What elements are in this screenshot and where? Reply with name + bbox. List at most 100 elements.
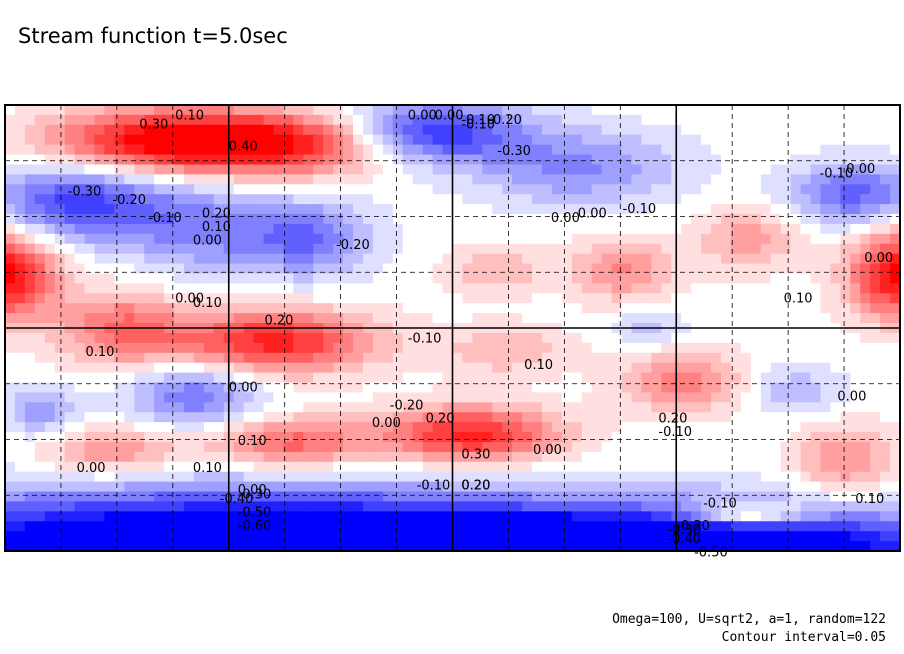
field-cell: [64, 412, 76, 423]
field-cell: [283, 174, 294, 185]
field-cell: [770, 451, 782, 463]
field-cell: [890, 461, 901, 473]
field-cell: [721, 174, 732, 185]
field-cell: [203, 382, 215, 394]
field-cell: [581, 332, 593, 344]
field-cell: [353, 481, 364, 493]
field-cell: [402, 352, 414, 364]
field-cell: [343, 541, 354, 552]
field-cell: [661, 105, 672, 116]
field-cell: [442, 164, 454, 175]
field-cell: [134, 511, 145, 522]
field-cell: [581, 283, 593, 294]
field-cell: [372, 412, 384, 423]
field-cell: [243, 273, 255, 284]
field-cell: [750, 521, 762, 532]
field-cell: [283, 105, 294, 116]
field-cell: [482, 174, 493, 185]
field-cell: [382, 144, 394, 156]
field-cell: [641, 332, 652, 344]
field-cell: [114, 392, 125, 403]
field-cell: [104, 382, 115, 394]
field-cell: [293, 332, 304, 344]
field-cell: [581, 134, 593, 146]
field-cell: [44, 541, 56, 552]
field-cell: [820, 541, 831, 552]
field-cell: [830, 174, 841, 185]
field-cell: [641, 243, 652, 255]
field-cell: [14, 303, 26, 314]
field-cell: [382, 541, 394, 552]
field-cell: [870, 194, 881, 205]
field-cell: [522, 184, 533, 195]
field-cell: [681, 114, 692, 126]
field-cell: [532, 541, 543, 552]
field-cell: [432, 313, 444, 324]
field-cell: [313, 342, 324, 354]
field-cell: [94, 114, 106, 126]
field-cell: [551, 154, 563, 166]
field-cell: [492, 441, 503, 453]
field-cell: [512, 332, 523, 344]
field-cell: [303, 144, 314, 156]
field-cell: [721, 194, 732, 205]
field-cell: [601, 243, 613, 255]
field-cell: [472, 451, 483, 463]
field-cell: [880, 134, 891, 146]
field-cell: [452, 332, 464, 344]
field-cell: [24, 471, 36, 483]
field-cell: [462, 243, 473, 255]
field-cell: [551, 134, 563, 146]
field-cell: [860, 382, 871, 394]
field-cell: [84, 531, 96, 542]
field-cell: [830, 471, 841, 483]
field-cell: [472, 471, 483, 483]
field-cell: [711, 471, 722, 483]
field-cell: [64, 134, 76, 146]
field-cell: [432, 303, 444, 314]
field-cell: [621, 174, 633, 185]
field-cell: [382, 491, 394, 503]
field-cell: [651, 451, 662, 463]
field-cell: [870, 332, 881, 344]
field-cell: [34, 164, 46, 175]
field-cell: [830, 491, 841, 503]
field-cell: [363, 233, 374, 245]
field-cell: [462, 441, 473, 453]
field-cell: [263, 114, 275, 126]
field-cell: [542, 362, 553, 374]
field-cell: [5, 422, 16, 433]
field-cell: [890, 471, 901, 483]
field-cell: [303, 402, 314, 413]
contour-label: 0.20: [265, 314, 294, 329]
field-cell: [522, 194, 533, 205]
field-cell: [740, 332, 752, 344]
field-cell: [34, 114, 46, 126]
field-cell: [154, 501, 165, 512]
field-cell: [74, 243, 86, 255]
field-cell: [750, 253, 762, 265]
field-cell: [353, 432, 364, 443]
field-cell: [164, 352, 175, 364]
field-cell: [94, 273, 106, 284]
field-cell: [422, 283, 434, 294]
field-cell: [193, 342, 205, 354]
contour-label: 0.10: [202, 220, 231, 235]
field-cell: [114, 422, 125, 433]
field-cell: [303, 362, 314, 374]
field-cell: [760, 362, 772, 374]
field-cell: [571, 223, 583, 235]
field-cell: [711, 134, 722, 146]
field-cell: [372, 253, 384, 265]
field-cell: [263, 273, 275, 284]
field-cell: [820, 491, 831, 503]
field-cell: [721, 223, 732, 235]
field-cell: [442, 481, 454, 493]
field-cell: [611, 154, 623, 166]
field-cell: [820, 283, 831, 294]
field-cell: [233, 511, 245, 522]
field-cell: [631, 541, 643, 552]
field-cell: [104, 263, 115, 275]
field-cell: [203, 303, 215, 314]
field-cell: [542, 432, 553, 443]
